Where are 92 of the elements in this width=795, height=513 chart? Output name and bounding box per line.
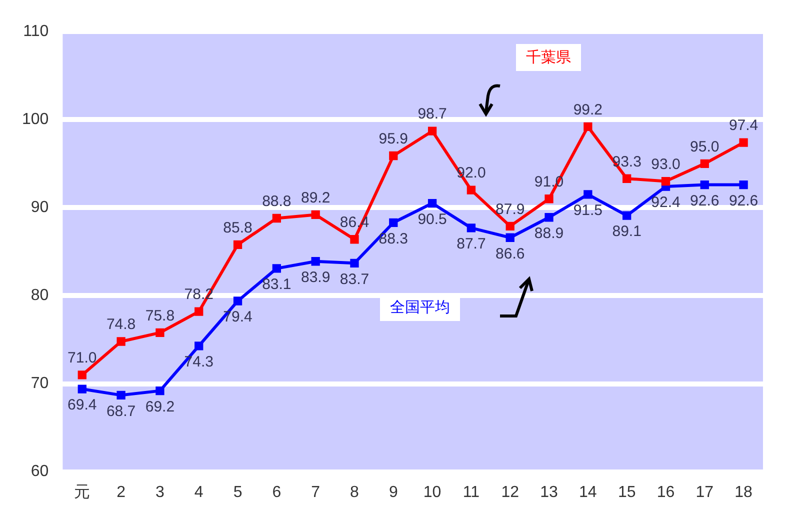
point [739, 138, 748, 147]
point [311, 210, 320, 220]
x-tick-label: 12 [501, 484, 520, 501]
point [194, 307, 204, 316]
x-tick-label: 8 [350, 484, 360, 501]
data-label: 97.4 [728, 117, 758, 134]
data-label: 83.9 [300, 269, 330, 286]
y-tick-label: 80 [30, 287, 49, 304]
x-tick-label: 14 [579, 484, 597, 501]
data-label: 99.2 [573, 101, 603, 118]
point [311, 257, 320, 266]
x-tick-label: 2 [116, 484, 126, 501]
point [544, 213, 554, 222]
point [194, 342, 204, 350]
x-tick-label: 4 [194, 484, 204, 501]
data-label: 92.4 [651, 194, 680, 212]
x-tick-label: 17 [696, 484, 714, 501]
point [428, 198, 437, 208]
point [272, 214, 282, 223]
point [622, 174, 632, 183]
point [350, 235, 359, 244]
x-tick-label: 13 [540, 484, 558, 501]
y-tick-label: 110 [23, 23, 49, 40]
data-label: 92.6 [690, 192, 720, 210]
y-tick-label: 100 [22, 111, 49, 128]
point [584, 190, 592, 199]
point [78, 370, 86, 380]
data-label: 88.9 [534, 225, 564, 242]
point [389, 151, 398, 160]
point [506, 222, 514, 230]
data-label: 83.1 [262, 276, 292, 294]
data-label: 86.6 [496, 245, 525, 262]
point [428, 126, 437, 136]
point [544, 194, 554, 204]
point [156, 386, 164, 396]
data-label: 75.8 [145, 307, 175, 324]
point [700, 180, 709, 190]
data-label: 87.7 [456, 236, 486, 253]
x-tick-label: 16 [656, 484, 675, 501]
point [78, 384, 86, 394]
data-label: 69.2 [145, 398, 175, 416]
data-label: 69.4 [68, 396, 97, 414]
data-label: 91.5 [573, 202, 603, 220]
data-label: 68.7 [106, 402, 136, 420]
x-tick-label: 9 [388, 484, 398, 501]
data-label: 83.7 [340, 270, 370, 288]
data-label: 88.8 [262, 192, 292, 210]
point [233, 240, 242, 249]
x-tick-label: 元 [74, 484, 90, 501]
x-tick-label: 11 [462, 484, 480, 501]
text: 全国平均 [380, 294, 460, 321]
y-tick-label: 60 [30, 463, 49, 480]
x-tick-label: 7 [311, 484, 320, 501]
data-label: 89.2 [300, 189, 330, 206]
point [700, 159, 709, 168]
text: 千葉県 [516, 44, 581, 71]
point [661, 176, 670, 186]
x-tick-label: 6 [272, 484, 282, 501]
point [233, 296, 242, 306]
point [466, 224, 476, 232]
data-label: 88.3 [378, 230, 408, 248]
data-label: 74.8 [106, 316, 136, 334]
data-label: 79.4 [223, 308, 252, 326]
data-label: 98.7 [418, 106, 447, 123]
data-label: 93.0 [651, 156, 680, 173]
data-label: 85.8 [223, 219, 252, 236]
data-label: 89.1 [612, 223, 642, 240]
x-tick-label: 18 [734, 484, 753, 501]
point [272, 264, 282, 273]
data-label: 95.0 [690, 138, 720, 156]
data-label: 90.5 [418, 210, 447, 228]
data-label: 87.9 [496, 200, 525, 218]
point [506, 233, 514, 242]
data-label: 74.3 [184, 354, 214, 371]
point [739, 180, 748, 190]
data-label: 92.6 [728, 192, 758, 210]
point [622, 211, 632, 220]
x-tick-label: 15 [618, 484, 636, 501]
x-tick-label: 10 [423, 484, 442, 501]
point [116, 390, 126, 400]
x-tick-label: 5 [233, 484, 242, 501]
point [116, 337, 126, 346]
y-tick-label: 70 [30, 375, 49, 392]
point [466, 186, 476, 194]
point [350, 258, 359, 268]
y-tick-label: 90 [30, 199, 49, 216]
point [584, 122, 592, 132]
data-label: 71.0 [68, 350, 97, 367]
point [389, 218, 398, 227]
point [156, 328, 164, 338]
data-label: 95.9 [378, 130, 408, 148]
x-tick-label: 3 [156, 484, 165, 501]
